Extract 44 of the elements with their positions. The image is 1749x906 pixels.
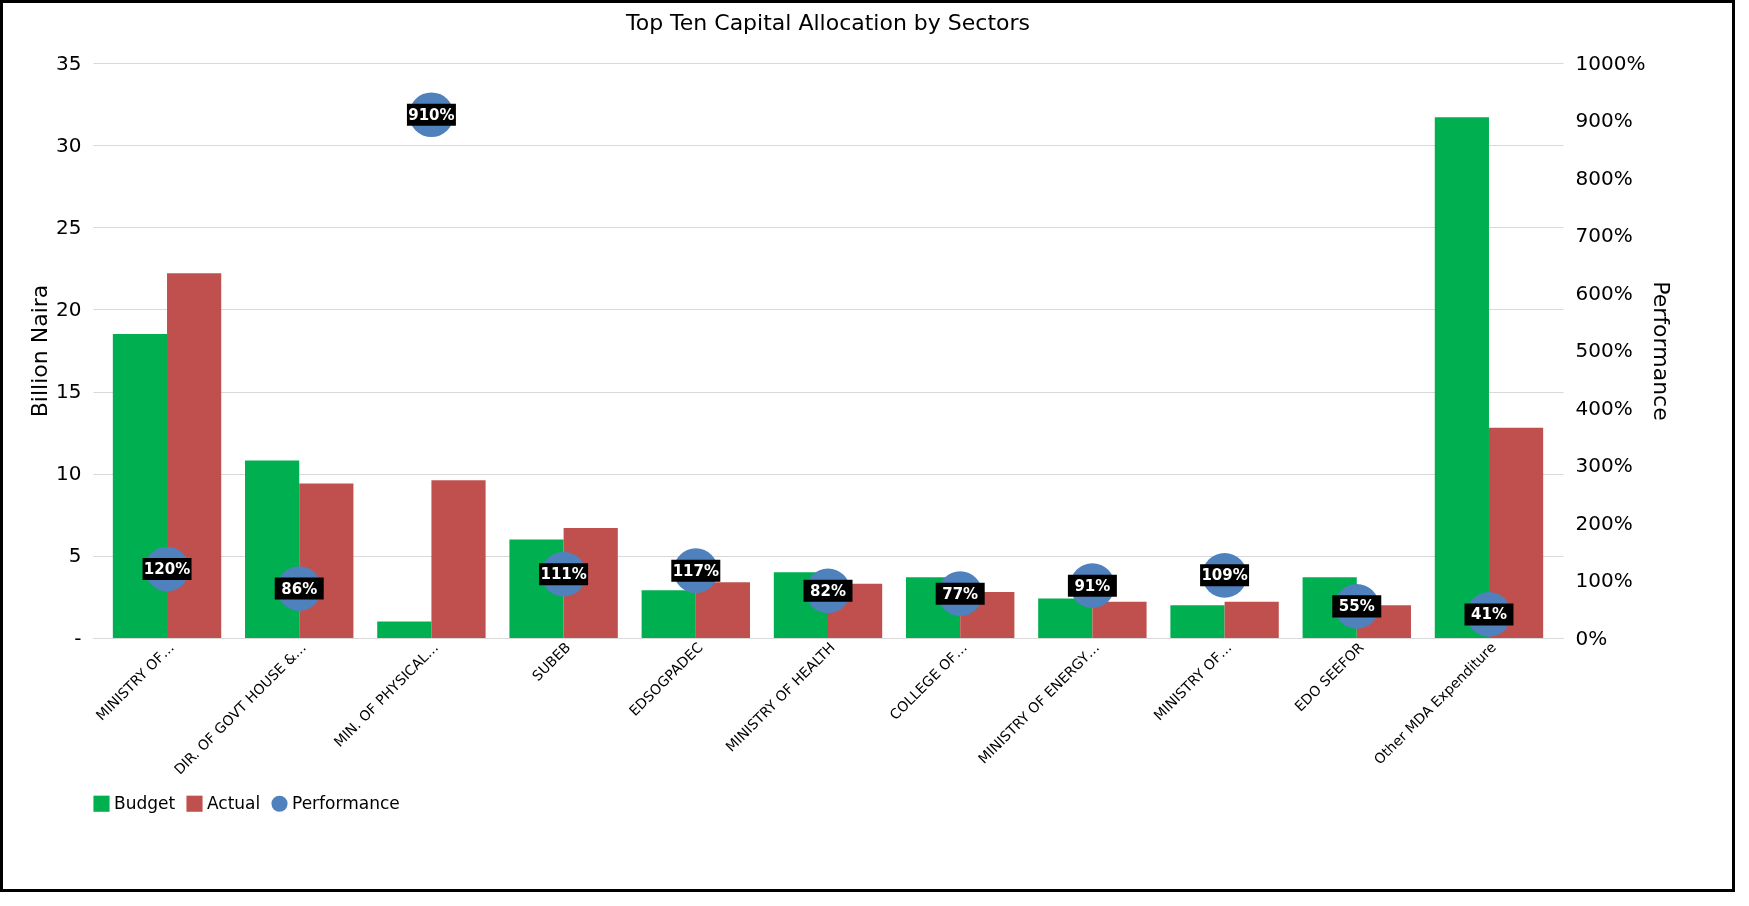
y2-tick-label: 200% (1575, 510, 1633, 535)
y2-tick-label: 500% (1575, 338, 1633, 362)
bar (641, 590, 696, 638)
y2-tick-label: 800% (1575, 165, 1633, 190)
bar (377, 621, 432, 638)
data-label: 55% (1338, 597, 1375, 616)
y2-tick-label: 1000% (1575, 50, 1646, 75)
data-label: 86% (281, 579, 318, 598)
data-label: 82% (810, 581, 846, 600)
bar (695, 582, 751, 638)
y2-tick-label: 900% (1575, 108, 1633, 132)
y-tick-label: 15 (56, 379, 82, 404)
bar (1170, 605, 1225, 638)
y2-tick-label: 700% (1575, 223, 1633, 247)
y-tick-label: 30 (56, 132, 82, 157)
y2-tick-label: 400% (1575, 395, 1633, 420)
legend-label: Performance (292, 792, 400, 813)
y-tick-label: 20 (56, 296, 82, 321)
y2-tick-label: 600% (1575, 280, 1633, 305)
data-label: 120% (143, 560, 191, 578)
y2-tick-label: 0% (1575, 625, 1608, 650)
bar (1038, 598, 1093, 638)
legend-label: Actual (207, 792, 261, 813)
y-tick-label: - (74, 625, 82, 650)
y-tick-label: 5 (68, 543, 82, 568)
bar (431, 480, 486, 638)
bar (1224, 601, 1279, 638)
y2-axis-title: Performance (1649, 281, 1675, 421)
data-label: 910% (408, 105, 455, 124)
chart-title: Top Ten Capital Allocation by Sectors (624, 10, 1031, 35)
data-label: 111% (540, 565, 587, 584)
y-axis-title: Billion Naira (27, 284, 53, 418)
legend-label: Budget (114, 792, 176, 813)
y2-tick-label: 100% (1575, 568, 1633, 592)
data-label: 91% (1074, 576, 1111, 595)
y-tick-label: 25 (56, 214, 82, 239)
data-label: 41% (1471, 605, 1507, 624)
data-label: 117% (672, 561, 719, 580)
data-label: 109% (1201, 566, 1248, 585)
y-tick-label: 35 (56, 50, 82, 75)
bar (1092, 601, 1147, 638)
y-tick-label: 10 (56, 461, 82, 486)
data-label: 77% (942, 584, 979, 603)
y2-tick-label: 300% (1575, 453, 1633, 477)
